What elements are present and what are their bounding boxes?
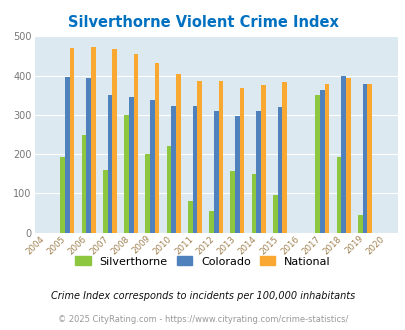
Bar bbox=[256, 111, 260, 233]
Bar bbox=[176, 74, 180, 233]
Bar bbox=[112, 49, 117, 233]
Bar bbox=[145, 154, 150, 233]
Bar bbox=[362, 84, 367, 233]
Bar bbox=[197, 81, 201, 233]
Bar bbox=[315, 95, 319, 233]
Bar bbox=[281, 82, 286, 233]
Bar bbox=[192, 106, 197, 233]
Text: Crime Index corresponds to incidents per 100,000 inhabitants: Crime Index corresponds to incidents per… bbox=[51, 291, 354, 301]
Text: © 2025 CityRating.com - https://www.cityrating.com/crime-statistics/: © 2025 CityRating.com - https://www.city… bbox=[58, 315, 347, 324]
Text: Silverthorne Violent Crime Index: Silverthorne Violent Crime Index bbox=[67, 15, 338, 30]
Bar bbox=[260, 85, 265, 233]
Bar bbox=[230, 171, 234, 233]
Bar bbox=[166, 146, 171, 233]
Bar bbox=[251, 174, 256, 233]
Bar bbox=[234, 116, 239, 233]
Bar bbox=[171, 106, 176, 233]
Bar bbox=[150, 100, 154, 233]
Bar bbox=[154, 63, 159, 233]
Bar bbox=[218, 81, 223, 233]
Bar bbox=[81, 135, 86, 233]
Bar bbox=[277, 107, 281, 233]
Bar bbox=[272, 195, 277, 233]
Bar bbox=[124, 115, 128, 233]
Bar bbox=[367, 84, 371, 233]
Bar bbox=[319, 90, 324, 233]
Bar bbox=[107, 95, 112, 233]
Bar bbox=[345, 78, 350, 233]
Bar bbox=[128, 97, 133, 233]
Bar bbox=[336, 157, 341, 233]
Bar bbox=[209, 211, 213, 233]
Bar bbox=[188, 201, 192, 233]
Bar bbox=[239, 88, 244, 233]
Bar bbox=[86, 78, 91, 233]
Legend: Silverthorne, Colorado, National: Silverthorne, Colorado, National bbox=[75, 256, 330, 267]
Bar bbox=[91, 47, 96, 233]
Bar bbox=[70, 49, 74, 233]
Bar bbox=[341, 76, 345, 233]
Bar bbox=[65, 77, 70, 233]
Bar bbox=[60, 157, 65, 233]
Bar bbox=[103, 170, 107, 233]
Bar bbox=[357, 215, 362, 233]
Bar bbox=[324, 84, 328, 233]
Bar bbox=[213, 111, 218, 233]
Bar bbox=[133, 54, 138, 233]
